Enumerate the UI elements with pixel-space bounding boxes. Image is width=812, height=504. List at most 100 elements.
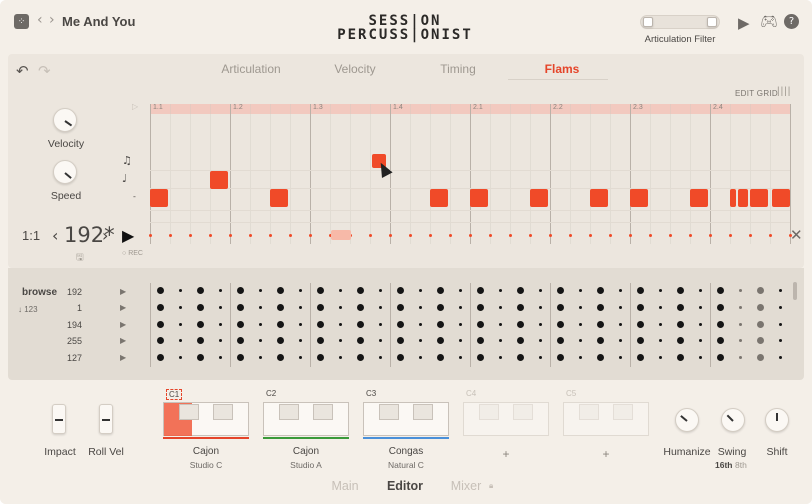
flam-step[interactable]: [590, 189, 608, 207]
pattern-play-icon[interactable]: ▶: [120, 320, 127, 329]
flam-step[interactable]: [430, 189, 448, 207]
flam-step[interactable]: [530, 189, 548, 207]
shift-knob[interactable]: [765, 408, 789, 432]
forward-icon[interactable]: ›: [49, 12, 55, 28]
velocity-dot[interactable]: [368, 233, 372, 237]
velocity-dot[interactable]: [688, 233, 692, 237]
flam-grid[interactable]: 1.1 1.2 1.3 1.4 2.1 2.2 2.3 2.4: [150, 104, 791, 244]
play-pattern-icon[interactable]: ▶: [122, 226, 135, 245]
flam-step[interactable]: [690, 189, 708, 207]
velocity-dot[interactable]: [328, 233, 332, 237]
velocity-dot[interactable]: [608, 233, 612, 237]
slider-handle-left[interactable]: [643, 17, 653, 27]
tab-velocity[interactable]: Velocity: [334, 62, 376, 76]
instrument-slot-c3[interactable]: [363, 402, 449, 436]
grid-icon[interactable]: ⁘: [14, 14, 29, 29]
nav-mixer[interactable]: Mixer: [450, 479, 482, 493]
edit-grid-label[interactable]: EDIT GRID: [735, 89, 779, 98]
flam-step[interactable]: [630, 189, 648, 207]
instrument-slot-c1[interactable]: [163, 402, 249, 436]
impact-fader[interactable]: [52, 404, 66, 434]
flam-step[interactable]: [738, 189, 748, 207]
roll-vel-fader[interactable]: [99, 404, 113, 434]
play-icon[interactable]: ▶: [738, 14, 750, 32]
velocity-dot[interactable]: [568, 233, 572, 237]
kit-name[interactable]: Me And You: [62, 14, 136, 29]
undo-icon[interactable]: ↶: [16, 62, 29, 80]
help-icon[interactable]: ?: [784, 14, 799, 29]
velocity-dot[interactable]: [708, 233, 712, 237]
tab-flams[interactable]: Flams: [544, 62, 580, 76]
velocity-dot[interactable]: [588, 233, 592, 237]
velocity-dot[interactable]: [268, 233, 272, 237]
flam-step[interactable]: [470, 189, 488, 207]
velocity-dot[interactable]: [748, 233, 752, 237]
bpm-display[interactable]: 192*: [64, 223, 115, 247]
swing-16th-option[interactable]: 16th: [715, 460, 733, 470]
flam-step[interactable]: [150, 189, 168, 207]
velocity-dot[interactable]: [728, 233, 732, 237]
bpm-next-icon[interactable]: ›: [102, 226, 109, 245]
instrument-slot-c4[interactable]: [463, 402, 549, 436]
instrument-slot-c5[interactable]: [563, 402, 649, 436]
pattern-play-icon[interactable]: ▶: [120, 287, 127, 296]
pattern-play-icon[interactable]: ▶: [120, 336, 127, 345]
gamepad-icon[interactable]: 🎮︎: [760, 14, 778, 30]
flam-step[interactable]: [270, 189, 288, 207]
tab-articulation[interactable]: Articulation: [221, 62, 281, 76]
articulation-filter-slider[interactable]: [640, 15, 720, 29]
velocity-dot[interactable]: [508, 233, 512, 237]
velocity-dot[interactable]: [428, 233, 432, 237]
velocity-dot[interactable]: [248, 233, 252, 237]
back-icon[interactable]: ‹: [37, 12, 43, 28]
velocity-knob[interactable]: [53, 108, 77, 132]
ratio-display[interactable]: 1:1: [22, 228, 41, 243]
close-icon[interactable]: ✕: [790, 226, 803, 244]
velocity-dot[interactable]: [488, 233, 492, 237]
add-instrument-button[interactable]: +: [602, 447, 610, 461]
velocity-dot[interactable]: [788, 233, 792, 237]
browse-title[interactable]: browse: [22, 287, 58, 298]
humanize-knob[interactable]: [675, 408, 699, 432]
velocity-dot[interactable]: [768, 233, 772, 237]
velocity-dot[interactable]: [288, 233, 292, 237]
tab-timing[interactable]: Timing: [440, 62, 476, 76]
selected-step[interactable]: [331, 230, 351, 240]
flam-step[interactable]: [772, 189, 790, 207]
velocity-dot[interactable]: [468, 233, 472, 237]
flam-step[interactable]: [210, 171, 228, 189]
redo-icon[interactable]: ↷: [38, 62, 51, 80]
velocity-dot[interactable]: [168, 233, 172, 237]
nav-editor[interactable]: Editor: [386, 479, 424, 493]
sort-control[interactable]: ↓ 123: [18, 305, 38, 314]
velocity-dot[interactable]: [148, 233, 152, 237]
slider-handle-right[interactable]: [707, 17, 717, 27]
velocity-dot[interactable]: [208, 233, 212, 237]
instrument-slot-c2[interactable]: [263, 402, 349, 436]
rec-button[interactable]: ○ REC: [122, 250, 143, 257]
velocity-dot[interactable]: [648, 233, 652, 237]
velocity-dot[interactable]: [388, 233, 392, 237]
velocity-dot[interactable]: [548, 233, 552, 237]
velocity-dot[interactable]: [188, 233, 192, 237]
velocity-dot[interactable]: [668, 233, 672, 237]
edit-grid-icon[interactable]: ||||: [777, 86, 792, 97]
flam-step[interactable]: [372, 154, 386, 168]
save-icon[interactable]: 🖫: [76, 252, 84, 262]
velocity-dot[interactable]: [408, 233, 412, 237]
velocity-dot[interactable]: [528, 233, 532, 237]
velocity-dot[interactable]: [448, 233, 452, 237]
pattern-play-icon[interactable]: ▶: [120, 353, 127, 362]
flam-step[interactable]: [730, 189, 736, 207]
browser-scrollbar[interactable]: [793, 282, 797, 300]
velocity-dot[interactable]: [628, 233, 632, 237]
flam-step[interactable]: [750, 189, 768, 207]
pattern-play-icon[interactable]: ▶: [120, 303, 127, 312]
bpm-prev-icon[interactable]: ‹: [52, 226, 59, 245]
swing-8th-option[interactable]: 8th: [735, 460, 747, 470]
add-instrument-button[interactable]: +: [502, 447, 510, 461]
nav-main[interactable]: Main: [331, 479, 359, 493]
speed-knob[interactable]: [53, 160, 77, 184]
velocity-dot[interactable]: [228, 233, 232, 237]
velocity-dot[interactable]: [308, 233, 312, 237]
